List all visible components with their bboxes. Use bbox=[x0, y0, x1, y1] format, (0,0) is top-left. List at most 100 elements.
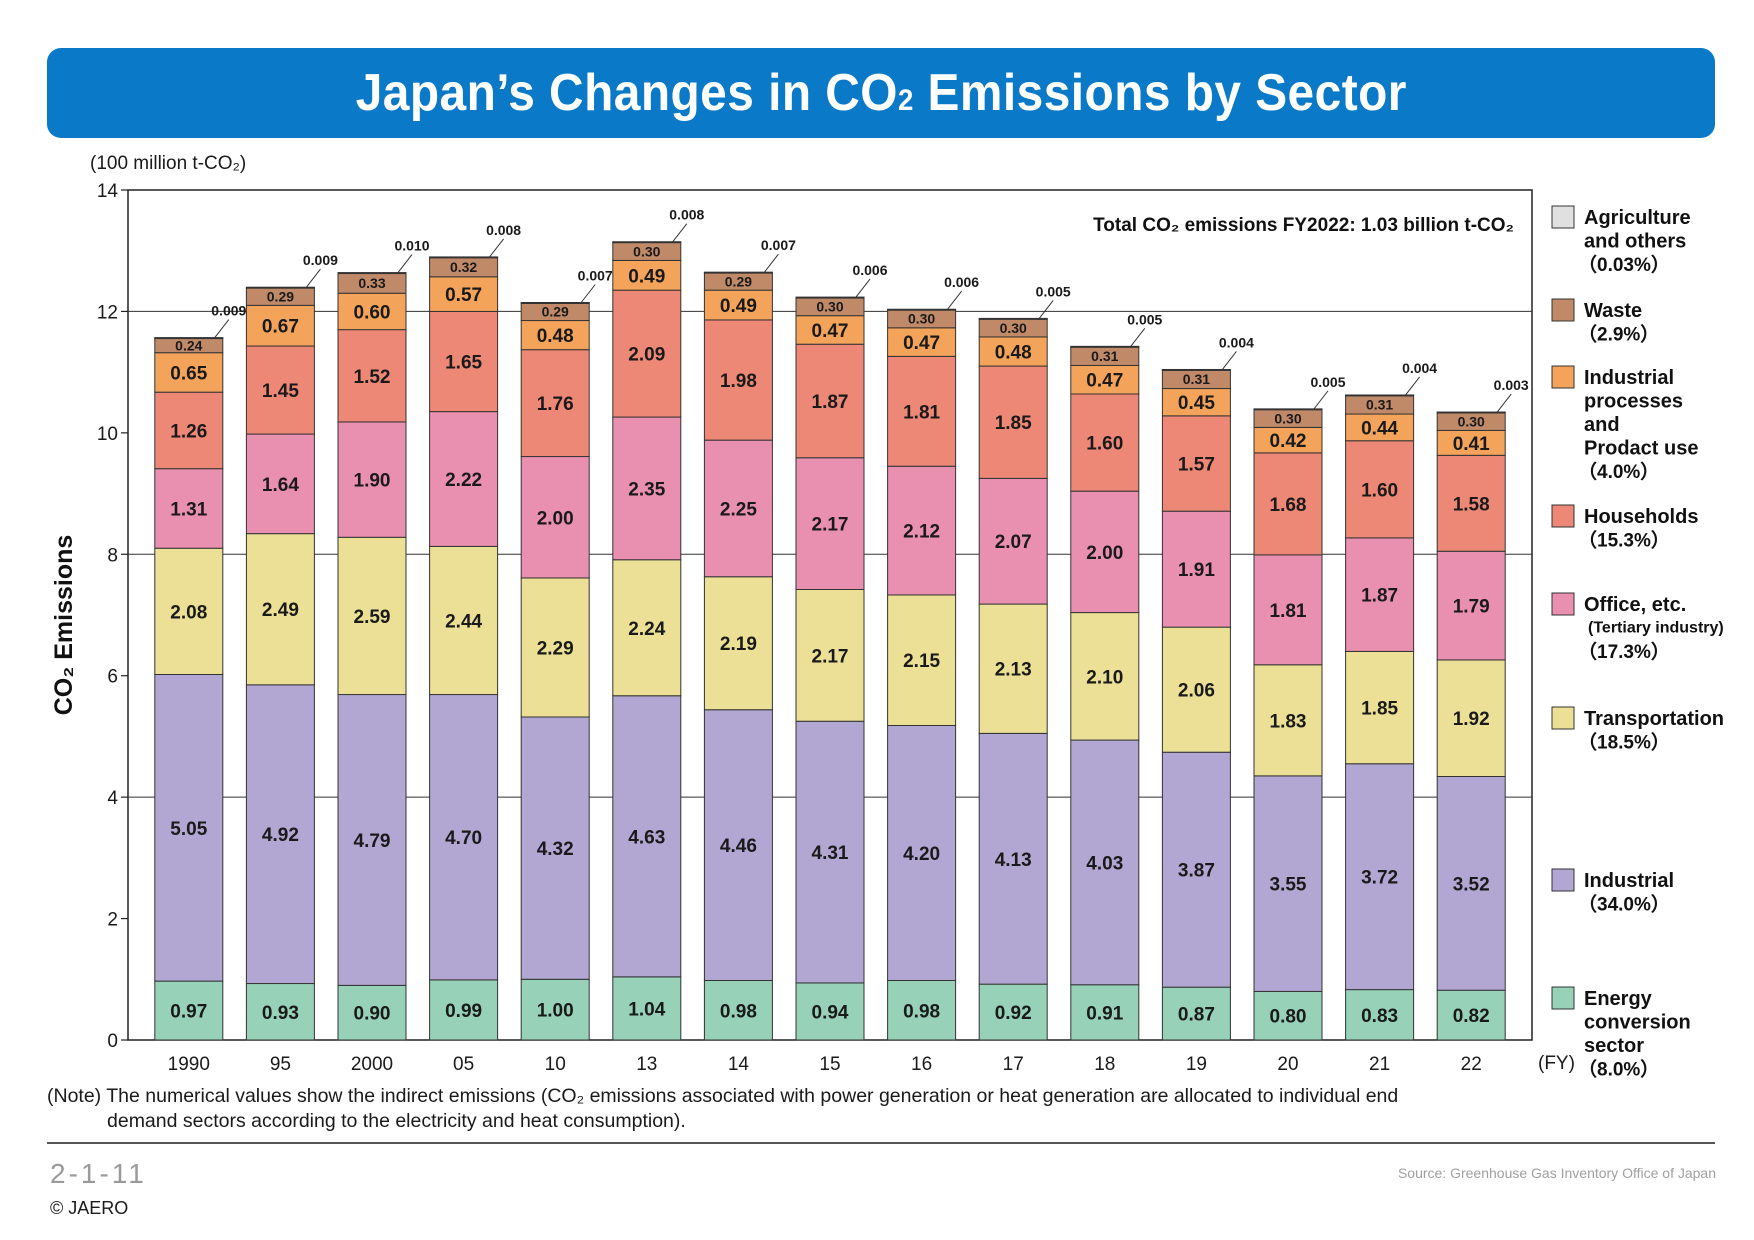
bar-value-label: 4.46 bbox=[720, 836, 757, 857]
bar-value-label: 0.98 bbox=[720, 1001, 757, 1022]
bar-segment-transportation bbox=[887, 594, 957, 727]
legend-label: Industrial bbox=[1584, 367, 1674, 389]
legend-label: sector bbox=[1584, 1035, 1644, 1057]
bar-segment-households bbox=[337, 329, 407, 423]
bar-segment-office bbox=[978, 477, 1048, 605]
x-tick-label: 10 bbox=[545, 1054, 566, 1075]
bar-value-label: 2.29 bbox=[537, 638, 574, 659]
bar-segment-industrial bbox=[154, 674, 224, 982]
bar-segment-industrial bbox=[1345, 413, 1415, 442]
x-tick-label: 2000 bbox=[351, 1054, 393, 1075]
bar-segment-transportation bbox=[154, 547, 224, 676]
bar-value-label: 1.79 bbox=[1453, 597, 1490, 618]
bar-value-label: 0.47 bbox=[812, 321, 849, 342]
bar-value-label: 2.17 bbox=[812, 646, 849, 667]
bar-segment-energy bbox=[1436, 989, 1506, 1041]
legend-label: Prodact use bbox=[1584, 438, 1698, 460]
bar-segment-office bbox=[429, 411, 499, 547]
bar-segment-energy bbox=[337, 984, 407, 1041]
bar-value-label: 0.83 bbox=[1361, 1006, 1398, 1027]
bar-segment-industrial bbox=[1070, 364, 1140, 395]
bar-value-label: 0.45 bbox=[1178, 393, 1215, 414]
bar-value-label: 1.45 bbox=[262, 381, 299, 402]
x-tick-label: 17 bbox=[1003, 1054, 1024, 1075]
bar-segment-office bbox=[612, 416, 682, 561]
bar-segment-households bbox=[154, 391, 224, 470]
y-tick-label: 4 bbox=[107, 788, 118, 809]
bar-label-agriculture: 0.004 bbox=[1402, 360, 1437, 376]
bar-value-label: 1.81 bbox=[1270, 601, 1307, 622]
x-tick-label: 16 bbox=[911, 1054, 932, 1075]
bar-label-agriculture: 0.007 bbox=[761, 237, 796, 253]
legend-swatch bbox=[1551, 298, 1575, 322]
y-tick-label: 8 bbox=[107, 545, 118, 566]
legend-label: processes bbox=[1584, 391, 1683, 413]
bar-value-label: 2.25 bbox=[720, 499, 757, 520]
bar-value-label: 0.99 bbox=[445, 1001, 482, 1022]
bar-segment-households bbox=[1253, 452, 1323, 556]
bar-value-label: 0.31 bbox=[1183, 371, 1210, 387]
bar-segment-households bbox=[1436, 454, 1506, 552]
callout-line bbox=[1313, 390, 1329, 410]
bar-value-label: 1.58 bbox=[1453, 494, 1490, 515]
bar-value-label: 0.30 bbox=[1458, 413, 1485, 429]
bar-value-label: 2.00 bbox=[537, 508, 574, 529]
callout-line bbox=[1496, 393, 1512, 413]
bar-segment-households bbox=[520, 349, 590, 458]
bar-segment-agriculture bbox=[703, 271, 773, 274]
bar-value-label: 4.32 bbox=[537, 839, 574, 860]
bar-segment-households bbox=[1070, 393, 1140, 492]
bar-value-label: 1.92 bbox=[1453, 709, 1490, 730]
callout-line bbox=[672, 223, 688, 243]
bar-segment-industrial bbox=[337, 292, 407, 331]
bar-value-label: 2.19 bbox=[720, 634, 757, 655]
bar-segment-energy bbox=[887, 980, 957, 1041]
bar-segment-households bbox=[429, 310, 499, 413]
bar-segment-energy bbox=[154, 980, 224, 1041]
y-tick-label: 2 bbox=[107, 910, 118, 931]
bar-value-label: 3.72 bbox=[1361, 868, 1398, 889]
source-credit: Source: Greenhouse Gas Inventory Office … bbox=[1397, 1165, 1716, 1181]
bar-value-label: 0.49 bbox=[628, 266, 665, 287]
x-tick-label: 19 bbox=[1186, 1054, 1207, 1075]
legend-label: and bbox=[1584, 414, 1620, 436]
callout-line bbox=[1130, 328, 1146, 347]
legend-label: and others bbox=[1584, 231, 1686, 253]
bar-segment-office bbox=[520, 456, 590, 579]
legend-label: Agriculture bbox=[1584, 207, 1691, 229]
legend-label: Industrial bbox=[1584, 870, 1674, 892]
bar-value-label: 0.90 bbox=[354, 1004, 391, 1025]
bar-label-agriculture: 0.010 bbox=[394, 238, 429, 254]
bar-segment-office bbox=[1436, 550, 1506, 661]
bar-segment-office bbox=[245, 433, 315, 535]
bar-value-label: 1.85 bbox=[1361, 699, 1398, 720]
bar-label-agriculture: 0.009 bbox=[211, 303, 246, 319]
bar-value-label: 2.49 bbox=[262, 600, 299, 621]
page-title: Japan’s Changes in CO2 Emissions by Sect… bbox=[355, 63, 1406, 123]
bar-segment-energy bbox=[612, 976, 682, 1041]
bar-value-label: 0.32 bbox=[450, 259, 477, 275]
bar-segment-industrial bbox=[612, 259, 682, 291]
bar-label-agriculture: 0.005 bbox=[1127, 311, 1162, 327]
bar-segment-industrial bbox=[978, 732, 1048, 985]
bar-value-label: 1.87 bbox=[812, 392, 849, 413]
legend-label: Office, etc. bbox=[1584, 594, 1686, 616]
x-tick-label: 18 bbox=[1094, 1054, 1115, 1075]
bar-value-label: 0.65 bbox=[170, 363, 207, 384]
bar-segment-households bbox=[1161, 415, 1231, 512]
bar-value-label: 1.04 bbox=[628, 999, 665, 1020]
bar-value-label: 4.63 bbox=[628, 827, 665, 848]
bar-label-agriculture: 0.009 bbox=[303, 252, 338, 268]
total-emissions-annotation: Total CO₂ emissions FY2022: 1.03 billion… bbox=[1093, 215, 1514, 236]
legend-percent: （0.03%） bbox=[1578, 253, 1670, 276]
bar-segment-households bbox=[887, 355, 957, 467]
bar-segment-agriculture bbox=[337, 272, 407, 275]
bar-value-label: 4.92 bbox=[262, 825, 299, 846]
title-subscript: 2 bbox=[897, 84, 914, 117]
bar-segment-transportation bbox=[1345, 650, 1415, 765]
bar-value-label: 4.70 bbox=[445, 828, 482, 849]
x-axis-suffix: (FY) bbox=[1538, 1053, 1575, 1074]
callout-line bbox=[214, 319, 230, 338]
callout-line bbox=[1038, 300, 1054, 319]
bar-value-label: 1.52 bbox=[354, 367, 391, 388]
